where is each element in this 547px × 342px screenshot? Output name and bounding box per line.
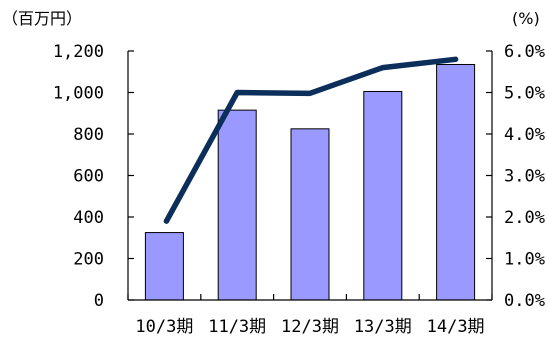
x-axis-ticks: 10/3期 11/3期 12/3期 13/3期 14/3期: [127, 294, 493, 337]
left-tick-label: 200: [73, 250, 104, 270]
left-tick-label: 1,200: [53, 42, 104, 62]
left-axis-unit-label: （百万円）: [2, 9, 82, 28]
bar-4: [363, 90, 403, 301]
left-axis-ticks: 0 200 400 600 800 1,000 1,200: [53, 42, 134, 311]
right-tick-label: 5.0%: [504, 84, 545, 104]
x-tick-label: 11/3期: [208, 317, 266, 337]
bar-2: [217, 109, 257, 301]
x-tick-label: 12/3期: [281, 317, 339, 337]
x-tick-label: 14/3期: [427, 317, 485, 337]
x-tick-label: 13/3期: [354, 317, 412, 337]
left-tick-label: 1,000: [53, 84, 104, 104]
x-tick-label: 10/3期: [135, 317, 193, 337]
right-tick-label: 3.0%: [504, 167, 545, 187]
line-series: [163, 56, 459, 224]
right-axis-ticks: 0.0% 1.0% 2.0% 3.0% 4.0% 5.0% 6.0%: [486, 42, 545, 311]
bar-series: [144, 63, 476, 301]
left-tick-label: 400: [73, 208, 104, 228]
left-tick-label: 0: [94, 291, 104, 311]
left-tick-label: 800: [73, 125, 104, 145]
right-axis-unit-label: (%): [512, 9, 540, 28]
left-tick-label: 600: [73, 167, 104, 187]
right-tick-label: 6.0%: [504, 42, 545, 62]
right-tick-label: 4.0%: [504, 125, 545, 145]
right-tick-label: 0.0%: [504, 291, 545, 311]
bar-5: [436, 63, 476, 301]
bar-1: [144, 232, 184, 301]
bar-3: [290, 128, 330, 301]
right-tick-label: 2.0%: [504, 208, 545, 228]
right-tick-label: 1.0%: [504, 250, 545, 270]
